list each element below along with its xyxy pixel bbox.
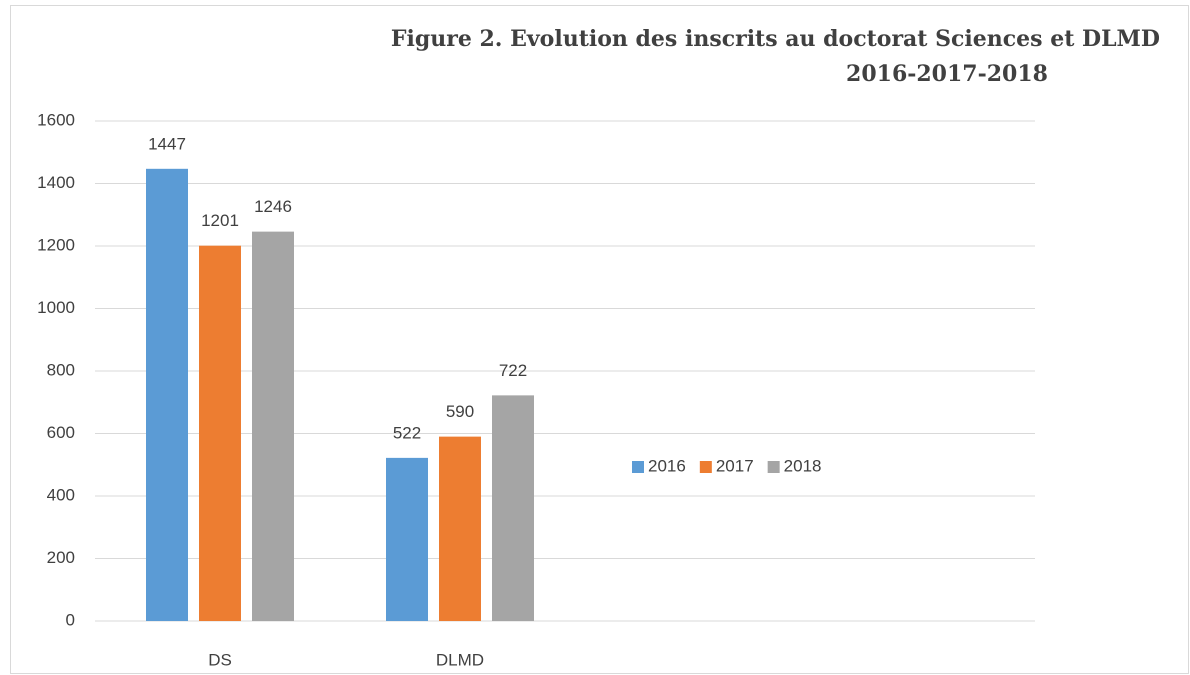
legend-label: 2017 xyxy=(716,456,754,475)
y-tick-label: 1600 xyxy=(37,110,75,129)
y-tick-label: 1200 xyxy=(37,235,75,254)
y-tick-label: 0 xyxy=(66,610,75,629)
y-tick-label: 1000 xyxy=(37,298,75,317)
y-tick-label: 200 xyxy=(47,548,75,567)
data-label: 722 xyxy=(499,361,527,380)
x-tick-label: DS xyxy=(208,650,232,669)
legend-swatch xyxy=(632,461,644,473)
x-tick-label: DLMD xyxy=(436,650,484,669)
data-label: 522 xyxy=(393,423,421,442)
bar xyxy=(146,168,188,621)
legend-label: 2018 xyxy=(784,456,822,475)
data-label: 1447 xyxy=(148,134,186,153)
legend-swatch xyxy=(767,461,780,473)
chart-title: 2016-2017-2018 xyxy=(846,61,1048,87)
data-label: 1246 xyxy=(254,197,292,216)
bar xyxy=(439,436,481,621)
y-tick-label: 400 xyxy=(47,485,75,504)
bar xyxy=(199,245,241,621)
legend-label: 2016 xyxy=(648,456,686,475)
bar xyxy=(492,395,534,621)
legend-swatch xyxy=(699,461,712,473)
y-tick-label: 800 xyxy=(47,360,75,379)
data-label: 1201 xyxy=(201,211,239,230)
y-tick-label: 600 xyxy=(47,423,75,442)
bar xyxy=(252,231,294,621)
bar xyxy=(386,457,428,621)
chart-title: Figure 2. Evolution des inscrits au doct… xyxy=(391,26,1160,52)
y-tick-label: 1400 xyxy=(37,173,75,192)
data-label: 590 xyxy=(446,402,474,421)
